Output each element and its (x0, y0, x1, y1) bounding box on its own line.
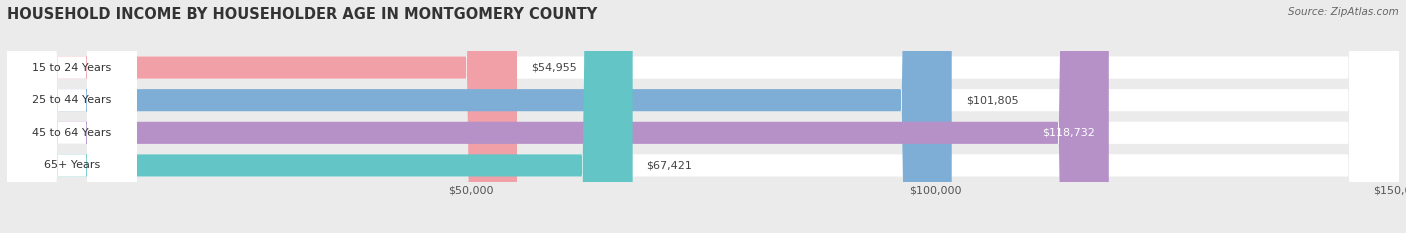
FancyBboxPatch shape (7, 0, 1399, 233)
FancyBboxPatch shape (7, 0, 136, 233)
FancyBboxPatch shape (7, 0, 136, 233)
FancyBboxPatch shape (7, 0, 1109, 233)
Text: 45 to 64 Years: 45 to 64 Years (32, 128, 111, 138)
Text: HOUSEHOLD INCOME BY HOUSEHOLDER AGE IN MONTGOMERY COUNTY: HOUSEHOLD INCOME BY HOUSEHOLDER AGE IN M… (7, 7, 598, 22)
Text: Source: ZipAtlas.com: Source: ZipAtlas.com (1288, 7, 1399, 17)
FancyBboxPatch shape (7, 0, 1399, 233)
Text: 25 to 44 Years: 25 to 44 Years (32, 95, 111, 105)
FancyBboxPatch shape (7, 0, 952, 233)
FancyBboxPatch shape (7, 0, 1399, 233)
Text: 15 to 24 Years: 15 to 24 Years (32, 63, 111, 72)
Text: $67,421: $67,421 (647, 161, 693, 170)
Text: 65+ Years: 65+ Years (44, 161, 100, 170)
Text: $118,732: $118,732 (1042, 128, 1095, 138)
Text: $101,805: $101,805 (966, 95, 1018, 105)
FancyBboxPatch shape (7, 0, 136, 233)
FancyBboxPatch shape (7, 0, 136, 233)
Text: $54,955: $54,955 (531, 63, 576, 72)
FancyBboxPatch shape (7, 0, 633, 233)
FancyBboxPatch shape (7, 0, 1399, 233)
FancyBboxPatch shape (7, 0, 517, 233)
